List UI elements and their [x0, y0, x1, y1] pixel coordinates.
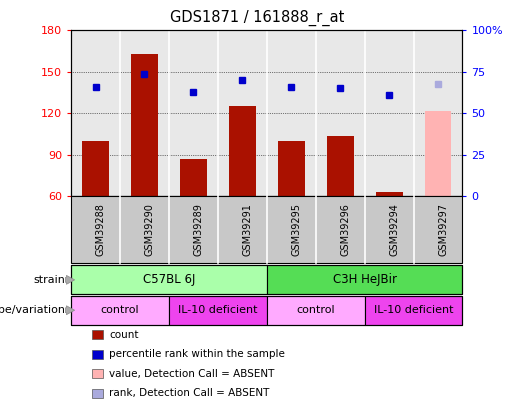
Bar	[375, 192, 403, 196]
Text: GSM39291: GSM39291	[242, 203, 252, 256]
Text: GSM39294: GSM39294	[389, 203, 399, 256]
Bar	[82, 141, 109, 196]
Text: genotype/variation: genotype/variation	[0, 305, 65, 315]
Bar	[180, 159, 207, 196]
Text: GSM39297: GSM39297	[438, 203, 448, 256]
Text: C57BL 6J: C57BL 6J	[143, 273, 195, 286]
Bar	[278, 141, 305, 196]
Bar	[424, 111, 452, 196]
Text: control: control	[101, 305, 139, 315]
Text: rank, Detection Call = ABSENT: rank, Detection Call = ABSENT	[109, 388, 269, 398]
Text: GSM39289: GSM39289	[193, 203, 203, 256]
Bar	[229, 107, 256, 196]
Text: control: control	[297, 305, 335, 315]
Text: GSM39290: GSM39290	[144, 203, 154, 256]
Text: GSM39296: GSM39296	[340, 203, 350, 256]
Text: percentile rank within the sample: percentile rank within the sample	[109, 350, 285, 359]
Text: value, Detection Call = ABSENT: value, Detection Call = ABSENT	[109, 369, 274, 379]
Text: C3H HeJBir: C3H HeJBir	[333, 273, 397, 286]
Bar	[327, 136, 354, 196]
Text: count: count	[109, 330, 139, 340]
Text: IL-10 deficient: IL-10 deficient	[178, 305, 258, 315]
Text: GSM39295: GSM39295	[291, 203, 301, 256]
Text: strain: strain	[33, 275, 65, 285]
Text: GDS1871 / 161888_r_at: GDS1871 / 161888_r_at	[170, 10, 345, 26]
Text: IL-10 deficient: IL-10 deficient	[374, 305, 453, 315]
Bar	[131, 54, 158, 196]
Text: GSM39288: GSM39288	[96, 203, 106, 256]
